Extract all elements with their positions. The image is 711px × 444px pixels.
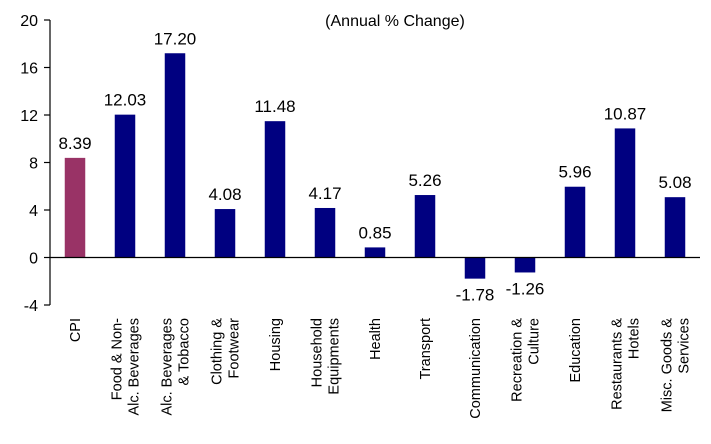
data-label: 11.48 [254, 97, 295, 116]
category-label: Alc. Beverages [127, 318, 143, 416]
bars [64, 53, 686, 279]
category-label: Food & Non- [110, 318, 126, 400]
data-label: -1.78 [456, 286, 495, 305]
bar [564, 186, 586, 258]
x-axis-categories: CPI Food & Non- Alc. Beverages Alc. Beverag… [68, 318, 693, 419]
category-label: CPI [68, 318, 84, 342]
y-tick-label: 16 [20, 61, 38, 78]
category-label: Services [677, 318, 693, 374]
category-label: Footwear [227, 318, 243, 379]
y-axis: -4 0 4 8 12 16 20 [20, 13, 50, 315]
category-label: Hotels [627, 318, 643, 359]
bar [464, 257, 486, 279]
bar [414, 195, 436, 258]
data-label: 5.26 [408, 171, 441, 190]
bar [364, 247, 386, 258]
y-tick-label: 20 [20, 13, 38, 30]
data-label: 4.08 [208, 185, 241, 204]
category-label: Housing [268, 318, 284, 371]
data-label: 10.87 [604, 104, 647, 123]
bar [614, 128, 636, 258]
bar [164, 53, 186, 258]
category-label: Restaurants & [610, 318, 626, 410]
category-label: Education [568, 318, 584, 383]
data-label: 5.96 [558, 163, 591, 182]
data-labels: 8.39 12.03 17.20 4.08 11.48 4.17 0.85 5.26 -1.78… [58, 29, 691, 304]
bar [114, 114, 136, 258]
category-label: & Tobacco [177, 318, 193, 385]
bar [314, 207, 336, 258]
y-tick-label: 8 [29, 156, 38, 173]
data-label: -1.26 [506, 279, 545, 298]
category-label: Household [310, 318, 326, 387]
y-tick-label: 0 [29, 251, 38, 268]
data-label: 8.39 [58, 134, 91, 153]
category-label: Recreation & [510, 318, 526, 402]
data-label: 4.17 [308, 184, 341, 203]
bar [64, 157, 86, 258]
category-label: Culture [527, 318, 543, 365]
y-tick-label: 4 [29, 203, 38, 220]
category-label: Equipments [327, 318, 343, 395]
y-tick-label: 12 [20, 108, 38, 125]
bar [514, 257, 536, 273]
data-label: 5.08 [658, 173, 691, 192]
bar [214, 209, 236, 258]
category-label: Alc. Beverages [160, 318, 176, 416]
category-label: Clothing & [210, 318, 226, 385]
data-label: 17.20 [154, 29, 197, 48]
data-label: 0.85 [358, 223, 391, 242]
chart-title: (Annual % Change) [325, 13, 465, 30]
category-label: Transport [418, 318, 434, 380]
y-tick-label: -4 [24, 298, 38, 315]
category-label: Communication [468, 318, 484, 419]
bar [664, 197, 686, 258]
bar [264, 121, 286, 258]
data-label: 12.03 [104, 91, 147, 110]
category-label: Health [368, 318, 384, 360]
category-label: Misc. Goods & [660, 318, 676, 413]
